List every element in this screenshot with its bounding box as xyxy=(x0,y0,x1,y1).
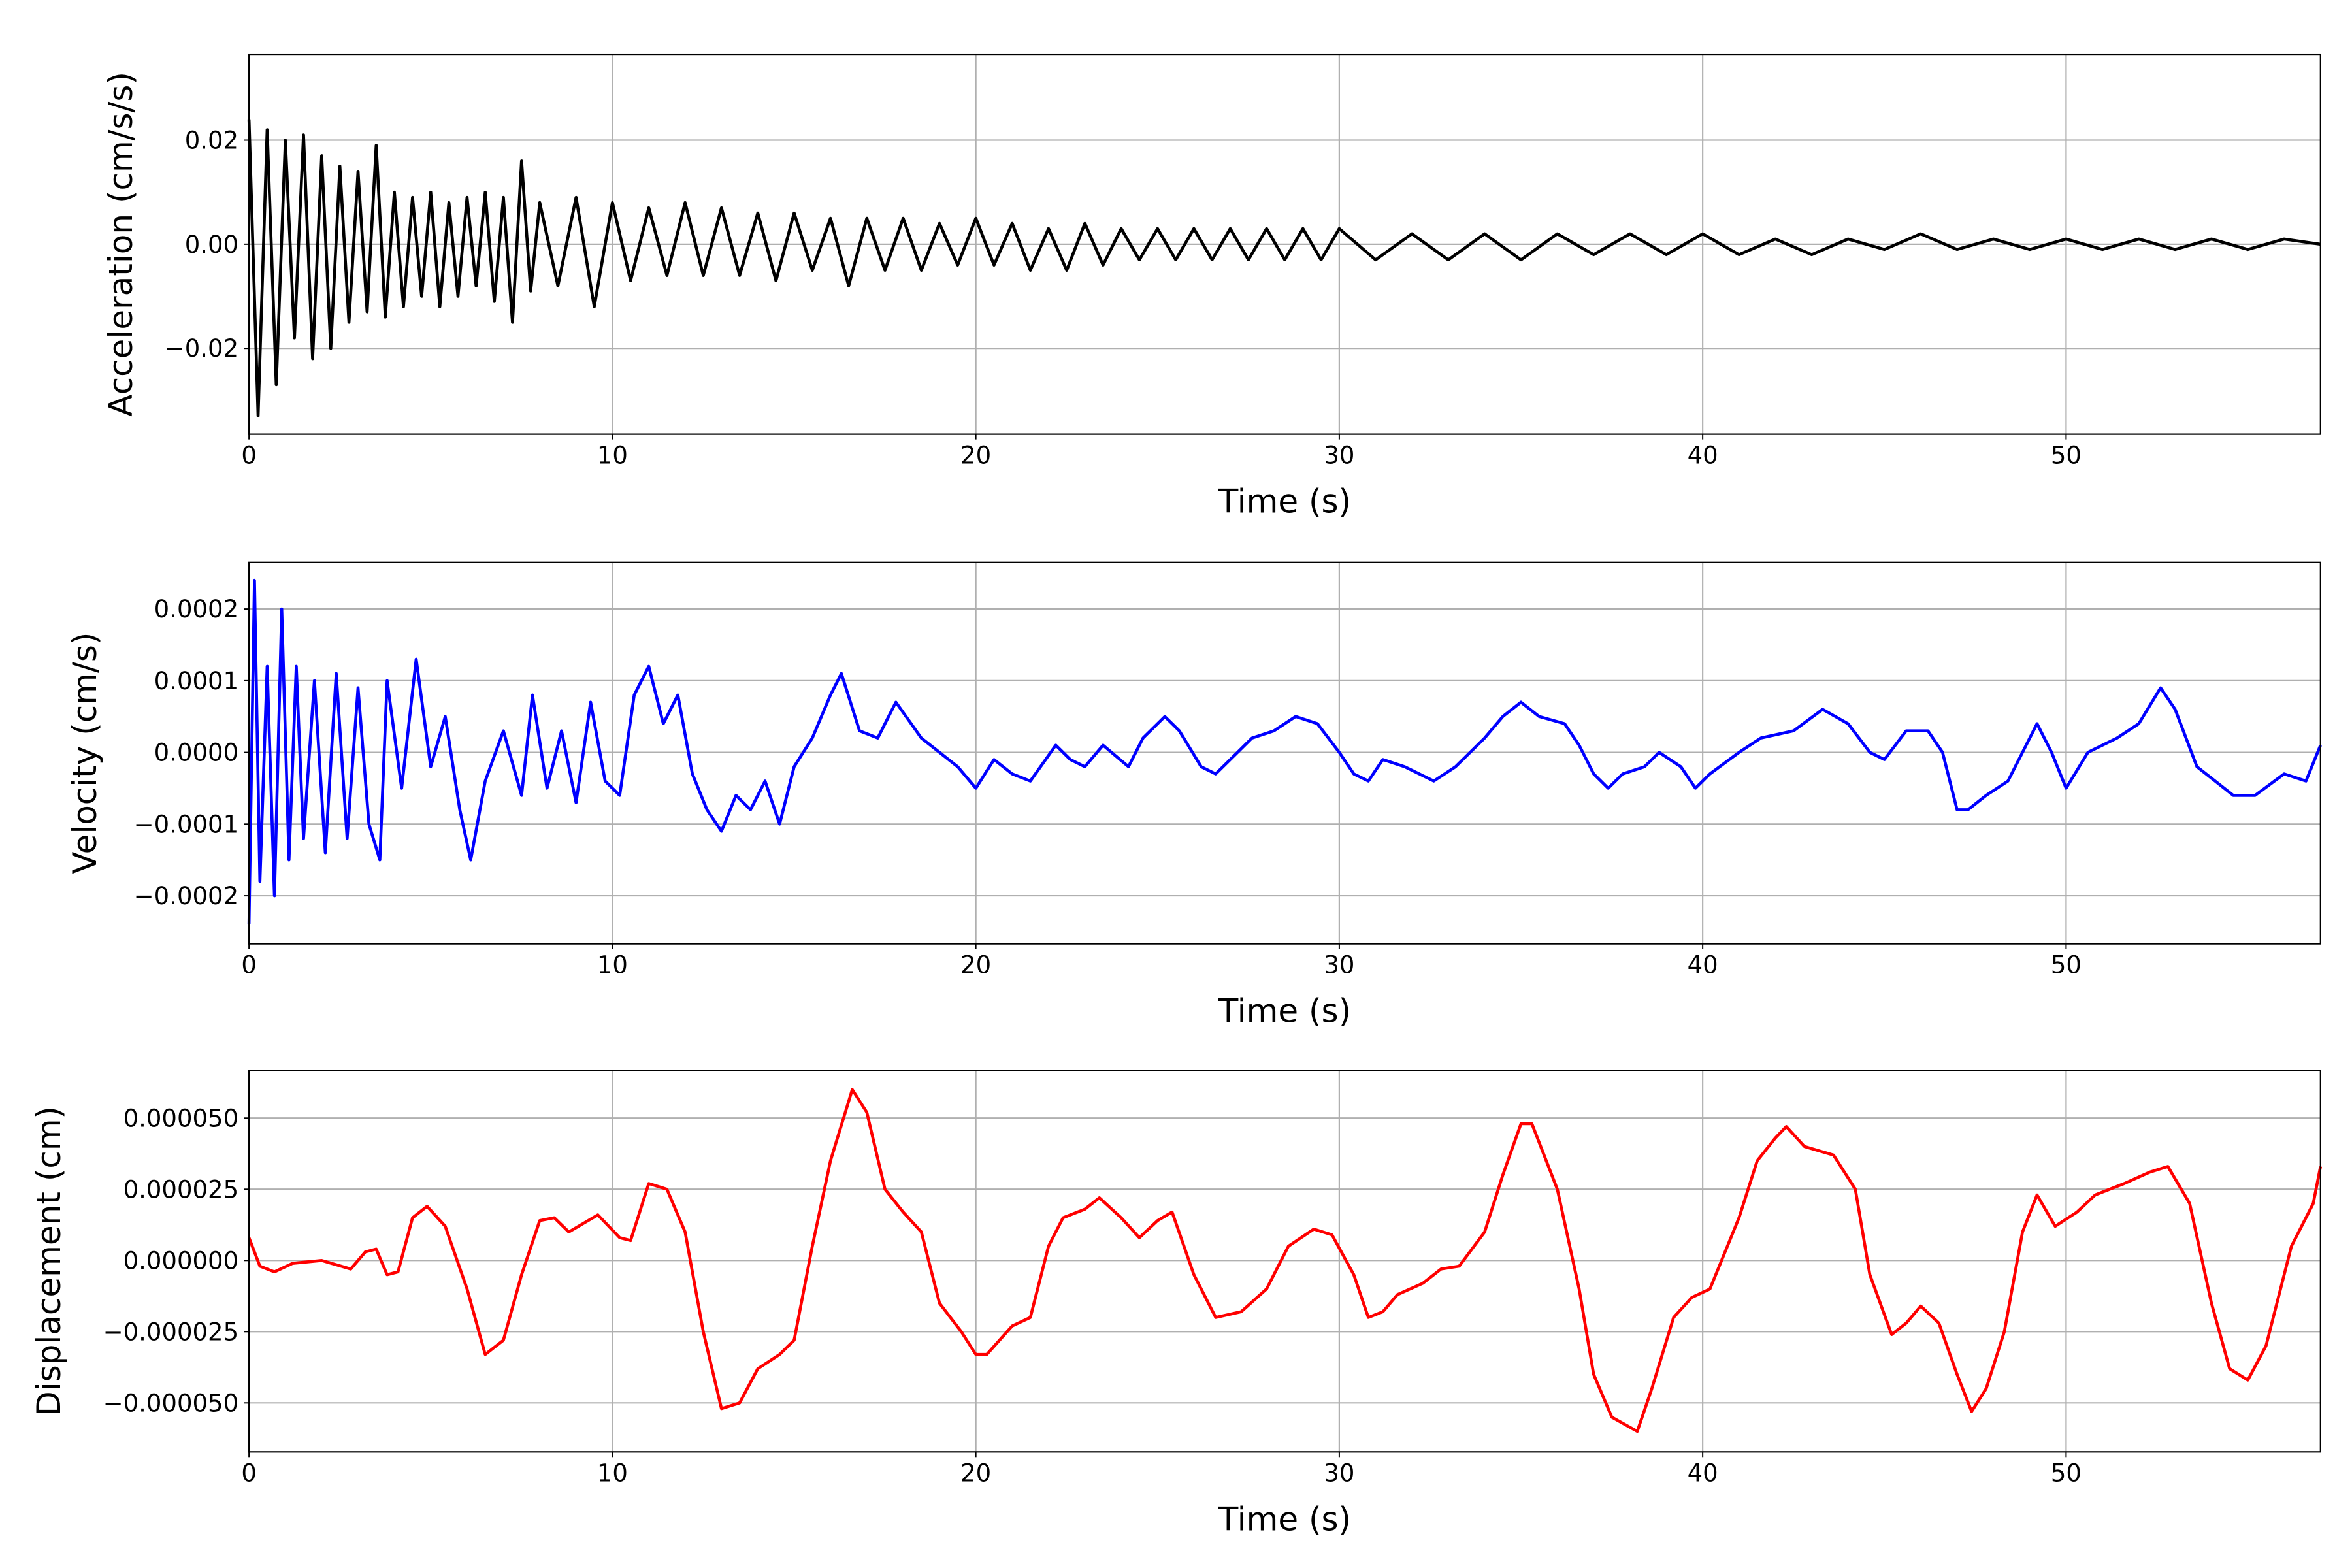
axes-frame xyxy=(248,53,2321,435)
x-tick-label: 30 xyxy=(1324,1459,1354,1487)
y-tick-label: −0.02 xyxy=(165,335,238,363)
data-line xyxy=(247,578,2322,925)
x-axis-label: Time (s) xyxy=(1218,1500,1351,1538)
y-axis-label: Displacement (cm) xyxy=(30,1106,68,1416)
axes-frame xyxy=(248,561,2321,945)
y-tick-label: 0.000025 xyxy=(123,1175,239,1203)
y-tick-label: −0.0002 xyxy=(134,882,238,910)
x-tick-label: 0 xyxy=(241,442,257,470)
y-tick-label: 0.02 xyxy=(185,127,238,155)
x-tick-label: 30 xyxy=(1324,951,1354,979)
x-tick-label: 20 xyxy=(960,442,991,470)
x-tick-label: 0 xyxy=(241,951,257,979)
y-tick-label: 0.00 xyxy=(185,231,238,259)
data-line xyxy=(247,119,2321,418)
x-tick-label: 10 xyxy=(597,442,628,470)
y-tick-label: 0.0000 xyxy=(154,739,238,767)
y-tick-label: −0.000050 xyxy=(103,1389,239,1417)
y-tick-label: −0.000025 xyxy=(103,1318,239,1346)
x-axis-label: Time (s) xyxy=(1218,992,1351,1030)
y-tick-label: 0.000050 xyxy=(123,1104,239,1132)
x-tick-label: 40 xyxy=(1688,951,1718,979)
y-tick-label: 0.000000 xyxy=(123,1247,239,1275)
y-tick-label: 0.0002 xyxy=(154,595,238,623)
x-tick-label: 40 xyxy=(1688,442,1718,470)
x-tick-label: 0 xyxy=(241,1459,257,1487)
data-line xyxy=(247,1088,2323,1433)
y-axis-label: Acceleration (cm/s/s) xyxy=(102,72,140,417)
x-tick-label: 40 xyxy=(1688,1459,1718,1487)
x-tick-label: 10 xyxy=(597,951,628,979)
x-axis-label: Time (s) xyxy=(1218,483,1351,521)
y-axis-label: Velocity (cm/s) xyxy=(66,632,104,874)
y-tick-label: −0.0001 xyxy=(134,810,238,838)
x-tick-label: 20 xyxy=(960,1459,991,1487)
y-tick-label: 0.0001 xyxy=(154,667,238,695)
x-tick-label: 30 xyxy=(1324,442,1354,470)
x-tick-label: 20 xyxy=(960,951,991,979)
x-tick-label: 50 xyxy=(2051,951,2082,979)
x-tick-label: 10 xyxy=(597,1459,628,1487)
x-tick-label: 50 xyxy=(2051,442,2082,470)
x-tick-label: 50 xyxy=(2051,1459,2082,1487)
axes-frame xyxy=(248,1070,2321,1453)
